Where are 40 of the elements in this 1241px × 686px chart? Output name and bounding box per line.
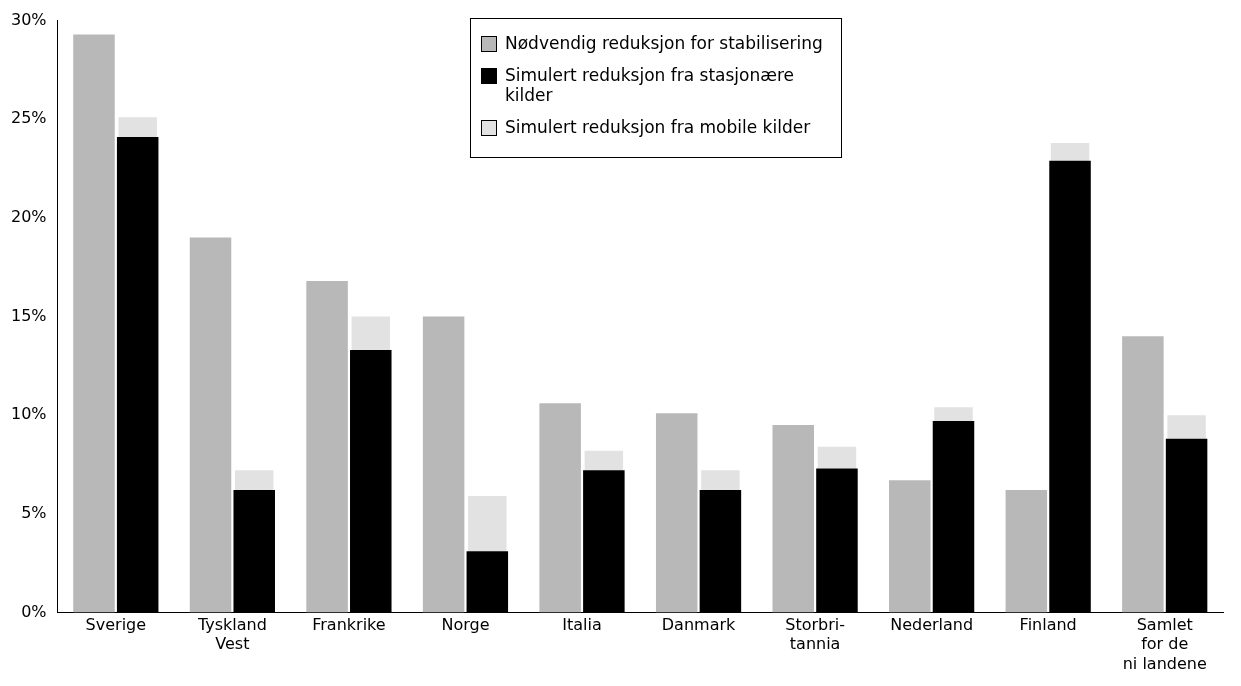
bar (539, 403, 581, 613)
x-tick-label: Sverige (85, 615, 147, 635)
bar (1005, 490, 1048, 613)
bar (701, 470, 740, 491)
bar (468, 496, 507, 552)
bar (306, 280, 348, 613)
y-tick-label: 10% (11, 404, 47, 424)
y-tick-label: 15% (11, 305, 47, 325)
bar (655, 413, 698, 613)
x-tick-label: Nederland (890, 615, 974, 635)
x-tick-label: Storbri- tannia (785, 615, 845, 654)
bar (1167, 415, 1206, 439)
bar (118, 117, 157, 137)
bar (189, 237, 232, 613)
x-tick-label: Samlet for de ni landene (1122, 615, 1207, 673)
x-tick-label: Italia (562, 615, 602, 635)
y-tick-label: 5% (21, 502, 47, 522)
x-tick-label: Norge (441, 615, 490, 635)
y-tick-label: 20% (11, 207, 47, 227)
legend-label: Simulert reduksjon fra mobile kilder (505, 117, 811, 137)
legend-label: Nødvendig reduksjon for stabilisering (505, 33, 823, 53)
x-tick-label: Danmark (661, 615, 737, 635)
y-tick-label: 0% (21, 601, 47, 621)
bar (772, 425, 814, 613)
bar (73, 34, 115, 613)
x-tick-label: Finland (1019, 615, 1077, 635)
bar (934, 407, 973, 422)
y-tick-label: 30% (11, 9, 47, 29)
y-tick-label: 25% (11, 108, 47, 128)
bar (422, 316, 465, 613)
bar (351, 316, 390, 351)
bar (235, 470, 274, 491)
bar (889, 480, 931, 613)
x-tick-label: Frankrike (312, 615, 386, 635)
legend-label: Simulert reduksjon fra stasjonære kilder (505, 65, 795, 105)
bar (1050, 142, 1090, 161)
bar (817, 446, 857, 469)
bar (1122, 336, 1164, 613)
bar (584, 450, 624, 471)
x-tick-label: Tyskland Vest (196, 615, 267, 654)
